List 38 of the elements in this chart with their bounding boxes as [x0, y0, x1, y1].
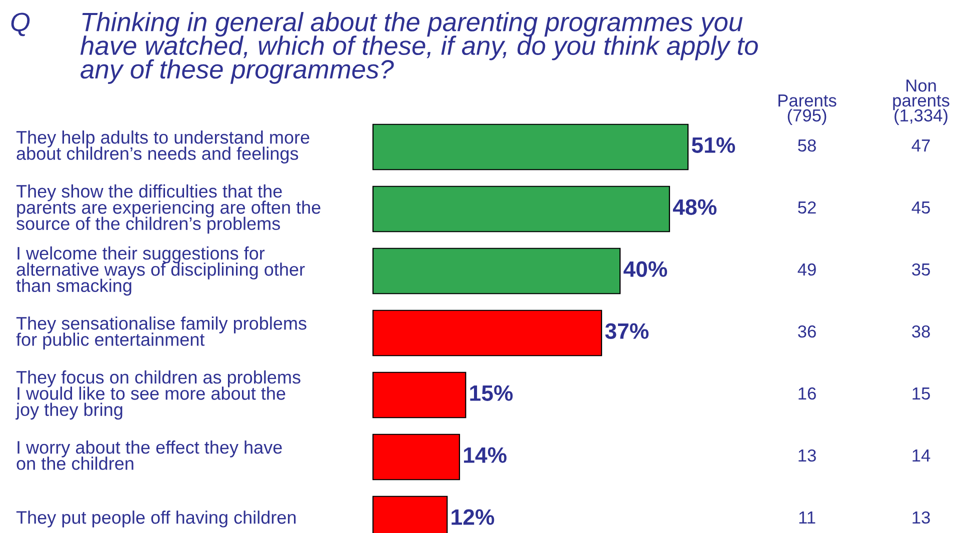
bar [372, 248, 621, 294]
data-label: 15% [470, 385, 513, 401]
text: Non parents (1,334) [893, 80, 950, 125]
data-label: 51% [692, 137, 736, 153]
y-tick-label: They show the difficulties that the parents are experiencing are often the source of the children’s problems [16, 184, 320, 234]
bar [372, 434, 460, 480]
text: 35 [912, 263, 930, 276]
y-tick-label: I worry about the effect they have on the children [16, 440, 282, 470]
text: 47 [912, 140, 930, 152]
data-label: 40% [624, 261, 668, 277]
text: 52 [798, 201, 816, 214]
chart-title: Thinking in general about the parenting programmes you have watched, which of these, if any, do you think apply to any of these programmes? [80, 12, 758, 84]
text: Parents (795) [778, 94, 836, 125]
data-label: 14% [464, 447, 507, 463]
bar [372, 310, 602, 356]
text: 14 [912, 450, 930, 462]
text: 11 [799, 512, 816, 524]
text: 36 [798, 325, 816, 338]
bar [372, 124, 689, 170]
text: 38 [912, 325, 930, 338]
text: 15 [912, 388, 930, 400]
text: 45 [912, 202, 930, 214]
data-label: 12% [452, 509, 494, 525]
bar [372, 186, 670, 232]
y-tick-label: They focus on children as problems I would like to see more about the joy they bring [16, 370, 300, 420]
y-tick-label: They help adults to understand more about children’s needs and feelings [16, 130, 310, 164]
data-label: 37% [605, 323, 649, 339]
text: Q [11, 12, 30, 36]
text: 49 [798, 263, 816, 276]
text: 13 [798, 449, 816, 462]
bar [372, 372, 466, 418]
data-label: 48% [672, 199, 717, 215]
y-tick-label: They sensationalise family problems for public entertainment [16, 316, 306, 350]
text: 58 [798, 139, 816, 152]
y-tick-label: They put people off having children [16, 510, 296, 528]
text: 16 [798, 387, 816, 400]
text: 13 [912, 511, 930, 524]
y-tick-label: I welcome their suggestions for alternative ways of disciplining other than smacking [16, 246, 305, 296]
